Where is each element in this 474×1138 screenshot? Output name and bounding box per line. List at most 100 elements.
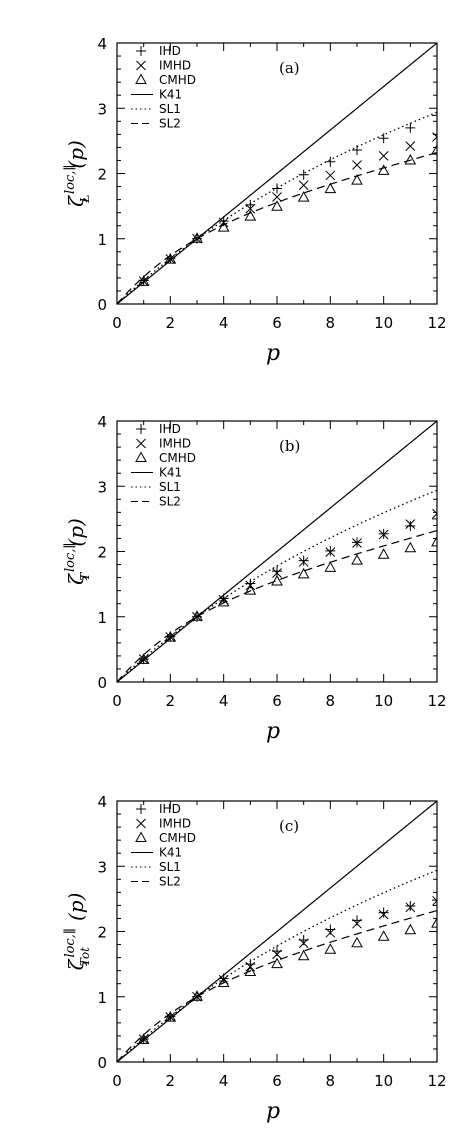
- x-tick-label: 2: [166, 314, 176, 332]
- legend-label: IHD: [159, 422, 181, 436]
- point-cmhd: [244, 210, 257, 221]
- x-tick-label: 12: [427, 314, 446, 332]
- data-points: [137, 110, 437, 287]
- point-cmhd: [324, 561, 337, 572]
- y-axis-label-arg: (p): [64, 893, 88, 921]
- legend-label: CMHD: [159, 73, 196, 87]
- point-imhd: [165, 254, 176, 264]
- y-axis-label-text: ζloc,∥Tot (p): [63, 893, 92, 971]
- y-axis-label: ζloc,∥T (p): [63, 518, 92, 585]
- legend-symbol-cmhd: [135, 451, 147, 462]
- curve-sl2: [117, 909, 437, 1062]
- point-ihd: [298, 169, 309, 180]
- point-cmhd: [191, 232, 203, 243]
- point-imhd: [272, 949, 282, 960]
- point-cmhd: [297, 949, 310, 961]
- point-imhd: [138, 1034, 149, 1045]
- point-cmhd: [217, 221, 230, 232]
- point-cmhd: [244, 965, 257, 976]
- x-axis-label: p: [266, 719, 280, 744]
- y-axis-label-arg: (p): [64, 518, 88, 546]
- point-imhd: [138, 654, 149, 665]
- point-imhd: [325, 170, 336, 181]
- point-cmhd: [164, 253, 177, 264]
- point-ihd: [405, 521, 416, 532]
- y-axis-label-sub: L: [78, 195, 92, 204]
- y-axis-label-text: ζloc,∥L (p): [63, 140, 92, 207]
- point-cmhd: [377, 930, 390, 941]
- legend-label: CMHD: [159, 831, 196, 845]
- legend-label: SL2: [159, 117, 181, 131]
- y-axis-label-arg: (p): [64, 140, 88, 168]
- point-cmhd: [297, 567, 310, 579]
- point-imhd: [352, 918, 362, 929]
- legend-symbol-imhd: [136, 818, 146, 829]
- point-cmhd: [217, 976, 230, 988]
- x-tick-label: 4: [219, 1072, 229, 1090]
- point-imhd: [432, 132, 437, 142]
- point-cmhd: [217, 595, 230, 607]
- point-imhd: [298, 557, 309, 567]
- y-tick-label: 3: [97, 858, 107, 876]
- legend-label: K41: [159, 88, 182, 102]
- point-ihd: [272, 566, 282, 577]
- x-tick-label: 12: [427, 692, 446, 710]
- point-ihd: [432, 513, 437, 524]
- point-imhd: [272, 568, 282, 578]
- point-cmhd: [164, 1011, 177, 1022]
- point-imhd: [272, 192, 282, 202]
- point-imhd: [352, 538, 362, 548]
- chart-panel-a: 0 2 4 6 8 10 1201234pζloc,∥L(p)IHDIMHDCMHDK41S…: [63, 35, 447, 366]
- x-tick-label: 8: [326, 1072, 336, 1090]
- legend-label: K41: [159, 846, 182, 860]
- legend-label: SL1: [159, 480, 181, 494]
- point-cmhd: [271, 200, 283, 211]
- point-cmhd: [351, 936, 363, 948]
- curve-sl2: [117, 151, 437, 304]
- point-ihd: [245, 959, 256, 970]
- curve-sl1: [117, 489, 437, 682]
- point-imhd: [432, 895, 437, 906]
- x-tick-label: 6: [272, 314, 282, 332]
- x-tick-label: 8: [326, 314, 336, 332]
- y-axis-label: ζloc,∥Tot (p): [63, 893, 92, 971]
- x-tick-label: 4: [219, 314, 229, 332]
- x-tick-label: 6: [272, 1072, 282, 1090]
- y-tick-label: 3: [97, 478, 107, 496]
- x-axis-label: p: [266, 341, 280, 366]
- data-points: [137, 895, 437, 1045]
- point-ihd: [432, 110, 437, 121]
- point-imhd: [298, 938, 309, 949]
- y-tick-label: 4: [97, 413, 107, 431]
- point-imhd: [325, 927, 336, 938]
- point-imhd: [405, 902, 416, 913]
- legend-label: IHD: [159, 44, 181, 58]
- y-tick-label: 1: [97, 231, 107, 249]
- legend-symbol-ihd: [136, 424, 146, 434]
- y-tick-label: 3: [97, 100, 107, 118]
- x-tick-label: 0: [112, 314, 122, 332]
- legend-label: IHD: [159, 802, 181, 816]
- curve-sl1: [117, 869, 437, 1062]
- point-cmhd: [271, 957, 283, 969]
- point-ihd: [405, 122, 416, 133]
- point-cmhd: [324, 182, 337, 194]
- legend-label: IMHD: [159, 817, 191, 831]
- legend-label: SL2: [159, 875, 181, 889]
- point-cmhd: [377, 548, 390, 559]
- y-axis-label: ζloc,∥L (p): [63, 140, 92, 207]
- y-tick-label: 1: [97, 609, 107, 627]
- point-imhd: [405, 519, 416, 529]
- x-tick-label: 10: [374, 314, 393, 332]
- panel-label: (b): [279, 437, 300, 455]
- point-ihd: [245, 578, 256, 589]
- point-cmhd: [351, 554, 363, 565]
- point-imhd: [405, 141, 416, 151]
- y-axis-label-main: ζ: [64, 573, 88, 585]
- x-tick-label: 0: [112, 692, 122, 710]
- point-cmhd: [164, 631, 177, 642]
- legend-label: CMHD: [159, 451, 196, 465]
